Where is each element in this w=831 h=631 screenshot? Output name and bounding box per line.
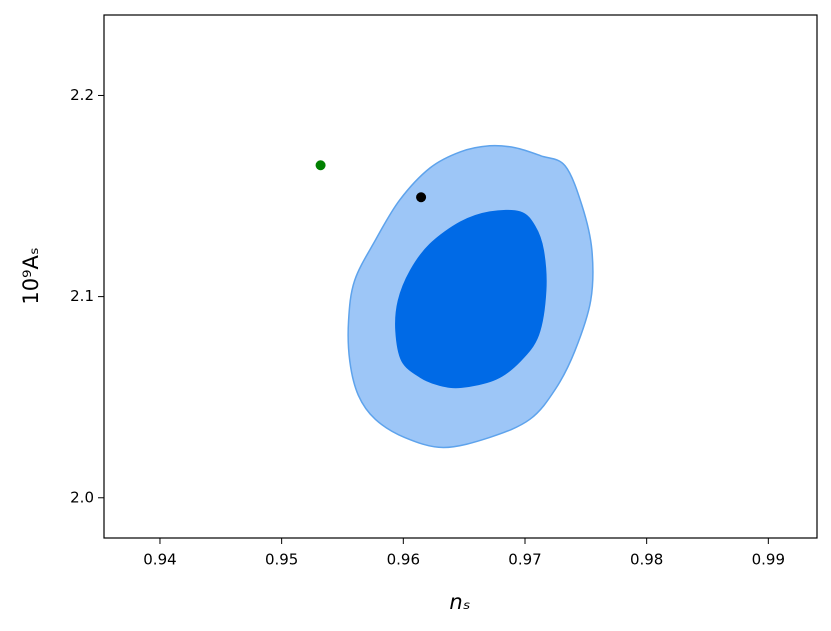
y-tick-label: 2.0 (70, 488, 94, 506)
x-axis-label: nₛ (449, 590, 470, 614)
y-tick-label: 2.1 (70, 287, 94, 305)
x-tick-label: 0.98 (630, 551, 663, 569)
point (315, 160, 326, 171)
plot-frame (103, 14, 818, 539)
point (416, 192, 427, 203)
x-tick-label: 0.96 (387, 551, 420, 569)
y-tick-label: 2.2 (70, 86, 94, 104)
contour-region (395, 209, 547, 389)
x-tick-label: 0.97 (508, 551, 541, 569)
x-tick-label: 0.99 (752, 551, 785, 569)
y-axis-label: 10⁹Aₛ (19, 247, 43, 304)
x-tick-label: 0.95 (265, 551, 298, 569)
x-tick-label: 0.94 (143, 551, 176, 569)
